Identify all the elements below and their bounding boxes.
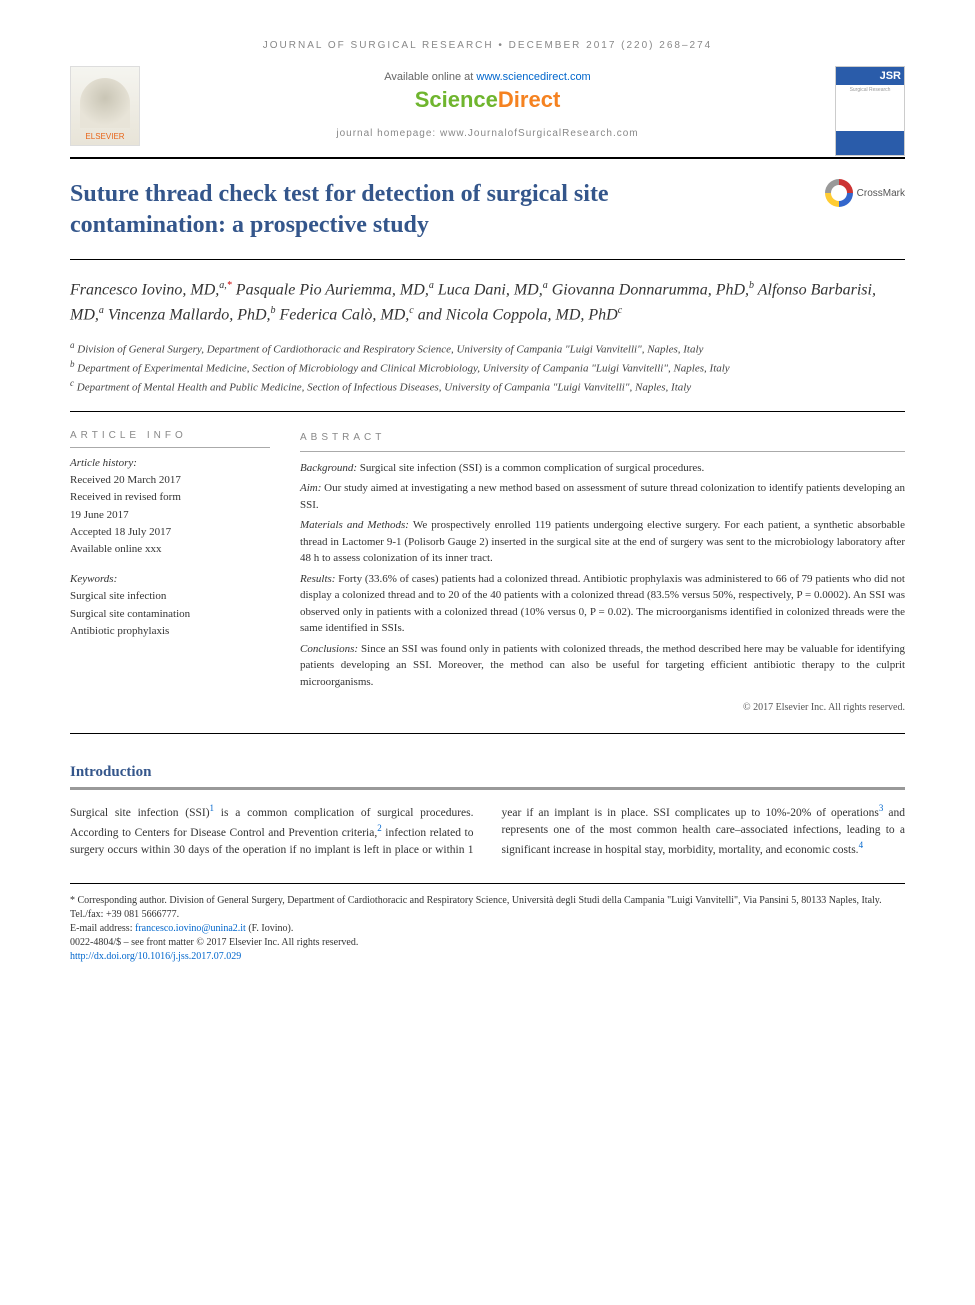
crossmark-label: CrossMark: [857, 188, 905, 199]
sciencedirect-logo: ScienceDirect: [70, 87, 905, 113]
keywords-block: Keywords: Surgical site infection Surgica…: [70, 572, 270, 640]
abstract-paragraph: Background: Surgical site infection (SSI…: [300, 460, 905, 477]
history-label: Article history:: [70, 456, 270, 471]
keywords-label: Keywords:: [70, 572, 270, 587]
keyword-item: Antibiotic prophylaxis: [70, 624, 270, 639]
email-line: E-mail address: francesco.iovino@unina2.…: [70, 922, 905, 936]
email-label: E-mail address:: [70, 923, 135, 934]
corresponding-author: * Corresponding author. Division of Gene…: [70, 894, 905, 922]
keyword-item: Surgical site infection: [70, 589, 270, 604]
keyword-item: Surgical site contamination: [70, 607, 270, 622]
elsevier-label: ELSEVIER: [85, 132, 124, 141]
introduction-body: Surgical site infection (SSI)1 is a comm…: [70, 802, 905, 859]
abstract-column: ABSTRACT Background: Surgical site infec…: [300, 430, 905, 716]
sd-part1: Science: [415, 87, 498, 112]
title-block: Suture thread check test for detection o…: [70, 157, 905, 260]
article-info-heading: ARTICLE INFO: [70, 430, 270, 448]
introduction-heading: Introduction: [70, 764, 905, 790]
doi-link[interactable]: http://dx.doi.org/10.1016/j.jss.2017.07.…: [70, 951, 241, 962]
article-info-column: ARTICLE INFO Article history: Received 2…: [70, 430, 270, 716]
email-suffix: (F. Iovino).: [246, 923, 294, 934]
crossmark-badge[interactable]: CrossMark: [825, 179, 905, 207]
affiliations-block: a Division of General Surgery, Departmen…: [70, 339, 905, 411]
available-online-text: Available online at www.sciencedirect.co…: [70, 71, 905, 83]
journal-cover-thumbnail: JSR Surgical Research: [835, 66, 905, 156]
abstract-heading: ABSTRACT: [300, 430, 905, 452]
received-date: Received 20 March 2017: [70, 473, 270, 488]
elsevier-tree-icon: [80, 78, 130, 128]
affiliation-line: b Department of Experimental Medicine, S…: [70, 358, 905, 377]
abstract-copyright: © 2017 Elsevier Inc. All rights reserved…: [300, 700, 905, 715]
crossmark-icon: [825, 179, 853, 207]
info-abstract-row: ARTICLE INFO Article history: Received 2…: [70, 430, 905, 735]
journal-cover-brand: JSR: [836, 67, 904, 85]
revised-line1: Received in revised form: [70, 490, 270, 505]
sd-part2: Direct: [498, 87, 560, 112]
abstract-paragraph: Aim: Our study aimed at investigating a …: [300, 480, 905, 513]
abstract-paragraph: Materials and Methods: We prospectively …: [300, 517, 905, 567]
footer-block: * Corresponding author. Division of Gene…: [70, 883, 905, 964]
abstract-paragraph: Results: Forty (33.6% of cases) patients…: [300, 571, 905, 637]
revised-line2: 19 June 2017: [70, 508, 270, 523]
affiliation-line: c Department of Mental Health and Public…: [70, 377, 905, 396]
elsevier-logo: ELSEVIER: [70, 66, 140, 146]
authors-list: Francesco Iovino, MD,a,* Pasquale Pio Au…: [70, 278, 905, 327]
journal-cover-body: [836, 95, 904, 155]
journal-cover-sub: Surgical Research: [836, 85, 904, 95]
affiliation-line: a Division of General Surgery, Departmen…: [70, 339, 905, 358]
author-email-link[interactable]: francesco.iovino@unina2.it: [135, 923, 246, 934]
header-meta: ELSEVIER JSR Surgical Research Available…: [70, 71, 905, 113]
journal-homepage-line: journal homepage: www.JournalofSurgicalR…: [70, 128, 905, 139]
running-header: JOURNAL OF SURGICAL RESEARCH • DECEMBER …: [70, 40, 905, 51]
sciencedirect-link[interactable]: www.sciencedirect.com: [476, 71, 590, 83]
issn-line: 0022-4804/$ – see front matter © 2017 El…: [70, 936, 905, 950]
accepted-date: Accepted 18 July 2017: [70, 525, 270, 540]
online-date: Available online xxx: [70, 542, 270, 557]
abstract-paragraph: Conclusions: Since an SSI was found only…: [300, 641, 905, 691]
available-prefix: Available online at: [384, 71, 476, 83]
article-title: Suture thread check test for detection o…: [70, 179, 770, 241]
